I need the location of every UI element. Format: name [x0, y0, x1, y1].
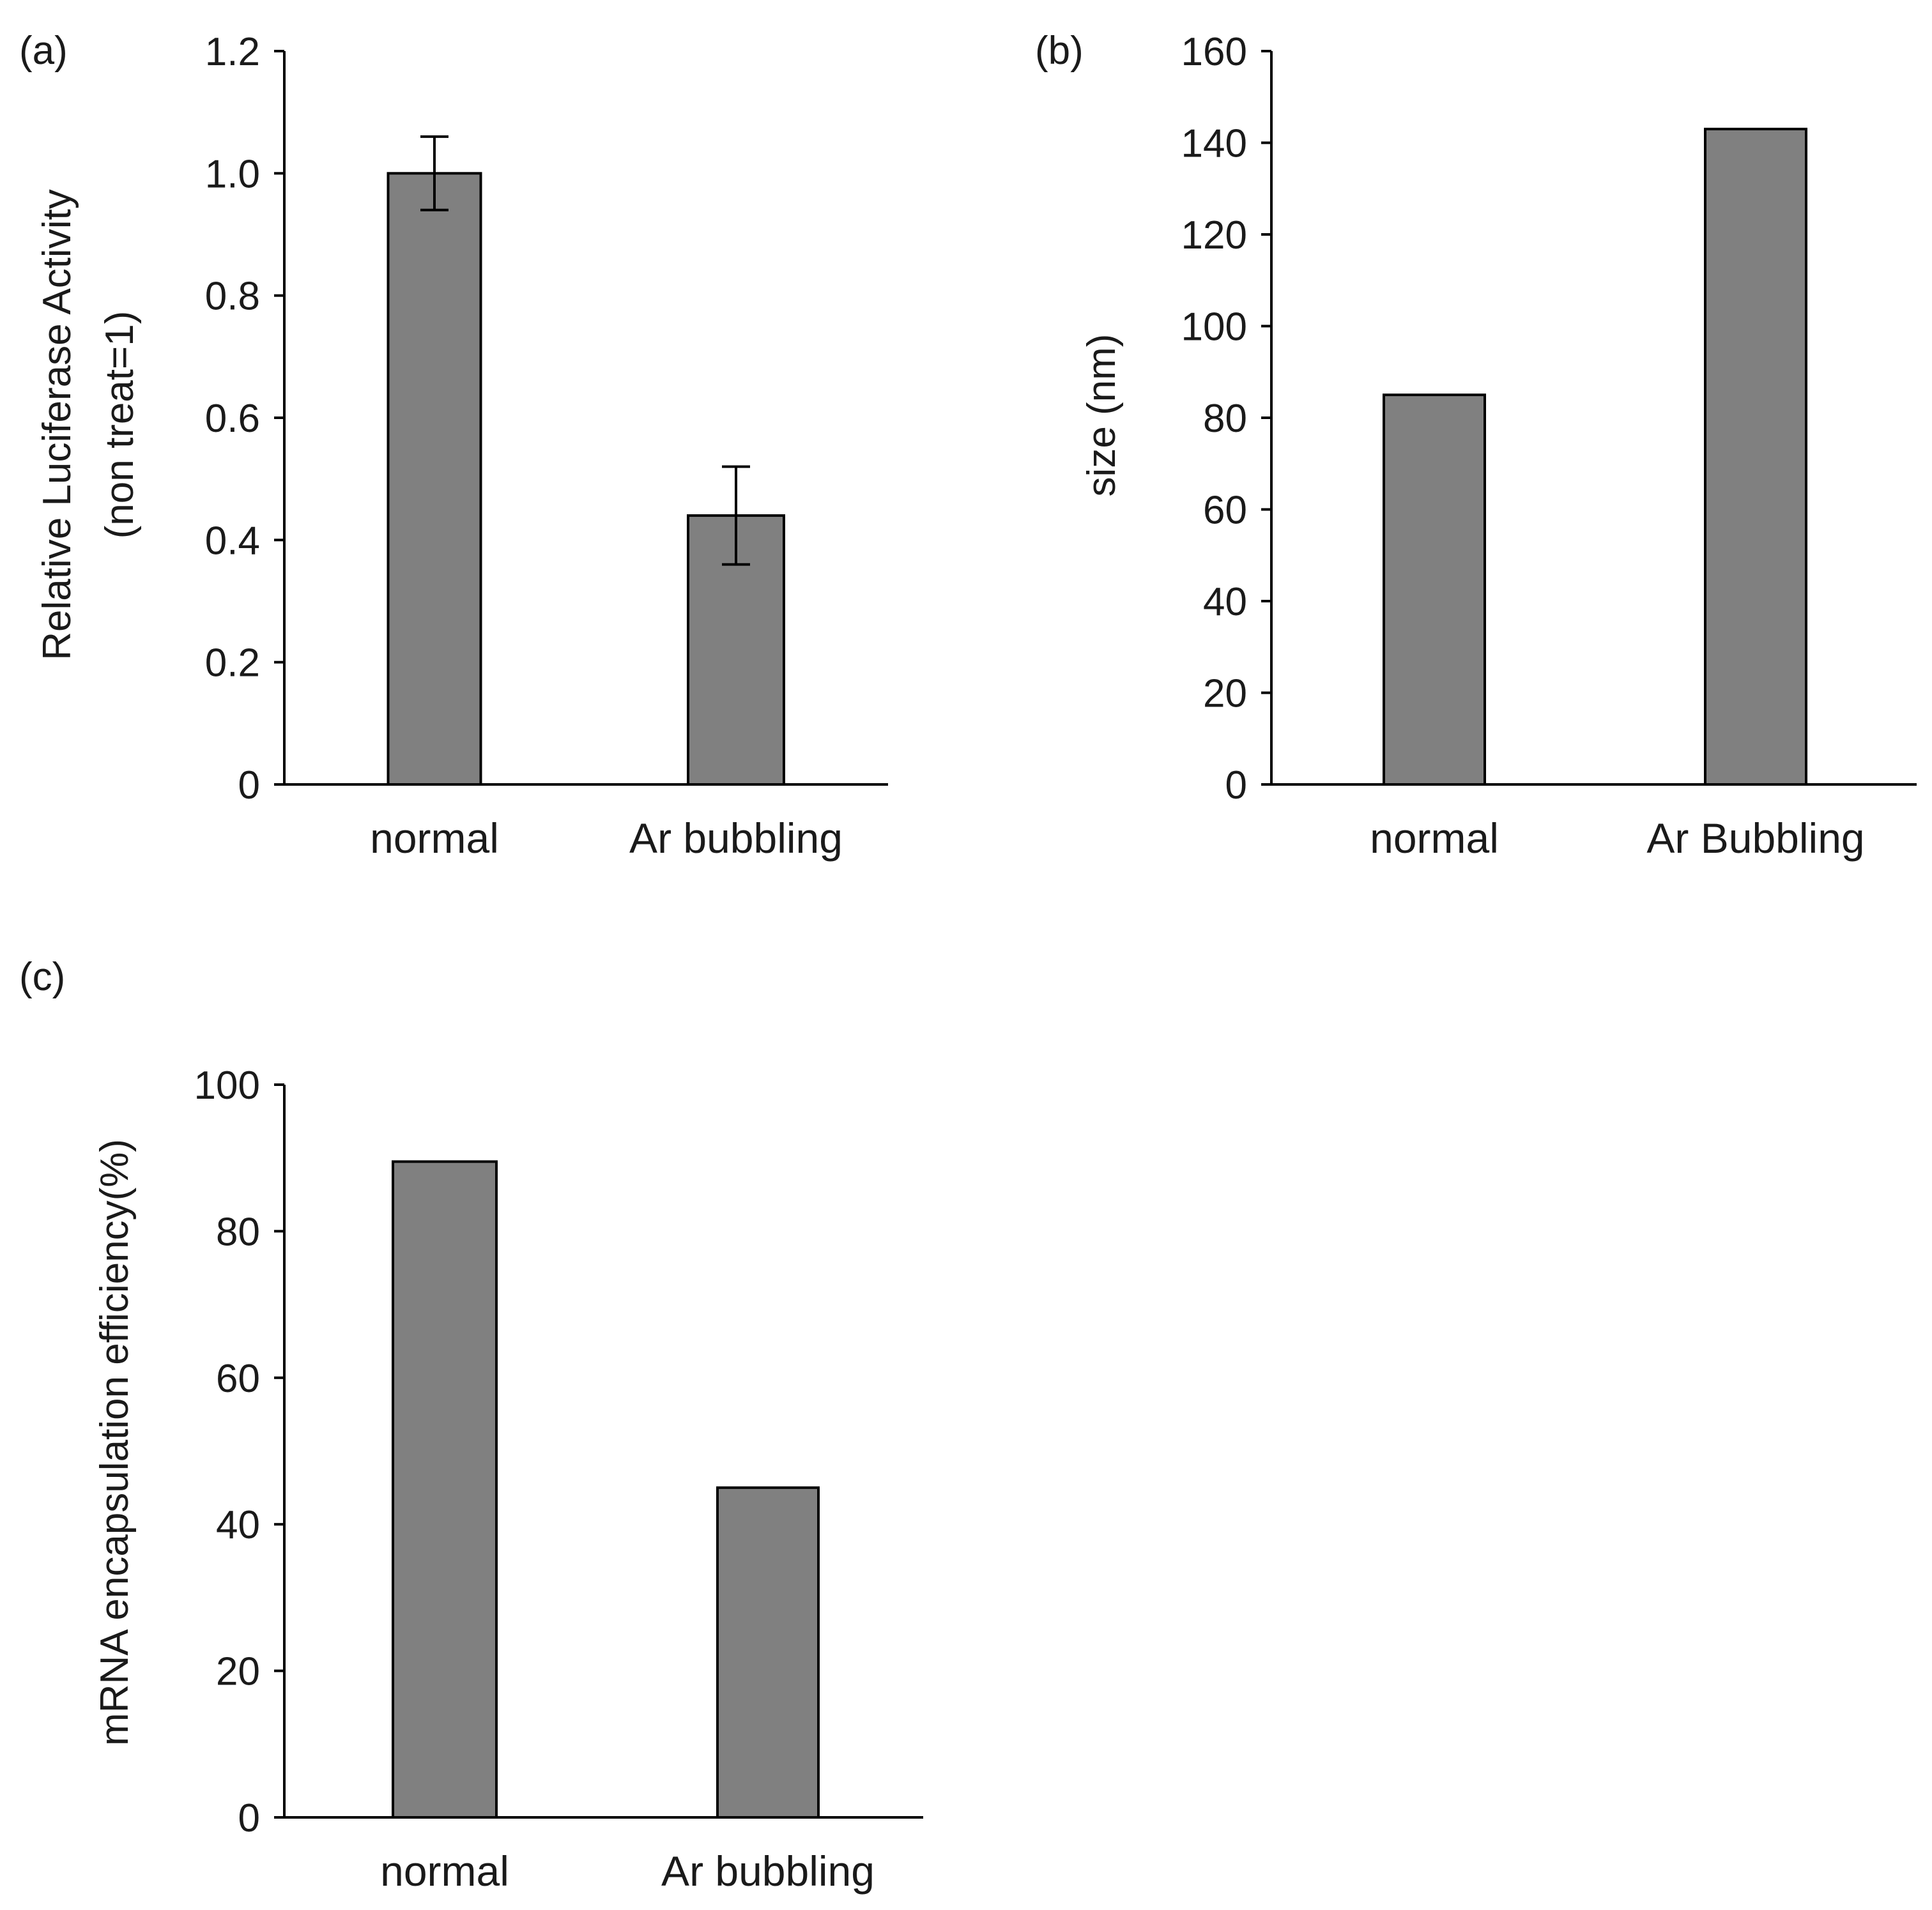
panel-b-bars: [1383, 127, 1807, 786]
category-label: normal: [370, 814, 499, 862]
panel-a-ylabel-sub: (non treat=1): [98, 311, 142, 539]
panel-b-ticks: 0 20 40 60 80 100 120 140 160: [1181, 30, 1271, 807]
y-tick-label: 160: [1181, 30, 1247, 74]
panel-c-bars: [392, 1160, 820, 1819]
panel-b-categories: normal Ar Bubbling: [1370, 814, 1864, 862]
y-tick-label: 40: [1203, 580, 1247, 624]
error-bar: [722, 465, 750, 566]
y-tick-label: 0: [238, 1796, 260, 1840]
error-bar: [420, 135, 448, 211]
y-tick-label: 60: [216, 1357, 260, 1401]
panel-b-ylabel: size (nm): [1080, 334, 1124, 497]
panel-c-label: (c): [19, 955, 65, 999]
y-tick-label: 100: [1181, 305, 1247, 349]
category-label: normal: [1370, 814, 1499, 862]
panel-b-label: (b): [1035, 29, 1084, 73]
y-tick-label: 120: [1181, 213, 1247, 257]
panel-a-ticks: 0 0.2 0.4 0.6 0.8 1.0 1.2: [205, 30, 284, 807]
panel-a-categories: normal Ar bubbling: [370, 814, 843, 862]
category-label: Ar Bubbling: [1646, 814, 1864, 862]
y-tick-label: 100: [194, 1064, 260, 1108]
y-tick-label: 0.8: [205, 275, 260, 319]
panel-c-categories: normal Ar bubbling: [380, 1847, 875, 1895]
y-tick-label: 20: [1203, 672, 1247, 716]
panel-a-errorbars: [420, 135, 750, 566]
y-tick-label: 60: [1203, 489, 1247, 533]
y-tick-label: 80: [1203, 397, 1247, 441]
y-tick-label: 0.4: [205, 519, 260, 563]
panel-a: (a) Relative Luciferase Activity (non tr…: [19, 29, 888, 862]
panel-a-bars: [387, 172, 785, 786]
category-label: Ar bubbling: [661, 1847, 875, 1895]
y-tick-label: 140: [1181, 122, 1247, 166]
y-tick-label: 80: [216, 1210, 260, 1254]
y-tick-label: 40: [216, 1503, 260, 1547]
y-tick-label: 1.2: [205, 30, 260, 74]
bar-normal: [1383, 393, 1486, 786]
y-tick-label: 0: [238, 763, 260, 807]
y-tick-label: 0.2: [205, 641, 260, 685]
category-label: normal: [380, 1847, 509, 1895]
panel-c-ylabel: mRNA encapsulation efficiency(%): [93, 1139, 137, 1746]
bar-ar-bubbling: [1704, 127, 1807, 786]
panel-a-ylabel: Relative Luciferase Activity: [35, 189, 79, 660]
y-tick-label: 0: [1225, 763, 1247, 807]
bar-normal: [392, 1160, 498, 1819]
panel-b: (b) size (nm) 0 20 40 60 80 100 120 140 160 norm…: [1035, 29, 1917, 862]
y-tick-label: 0.6: [205, 397, 260, 441]
bar-ar-bubbling: [716, 1486, 820, 1819]
bar-normal: [387, 172, 482, 786]
y-tick-label: 20: [216, 1650, 260, 1694]
panel-c: (c) mRNA encapsulation efficiency(%) 0 20…: [19, 955, 923, 1895]
y-tick-label: 1.0: [205, 152, 260, 196]
category-label: Ar bubbling: [629, 814, 843, 862]
panel-c-ticks: 0 20 40 60 80 100: [194, 1064, 284, 1840]
panel-a-label: (a): [19, 29, 68, 73]
